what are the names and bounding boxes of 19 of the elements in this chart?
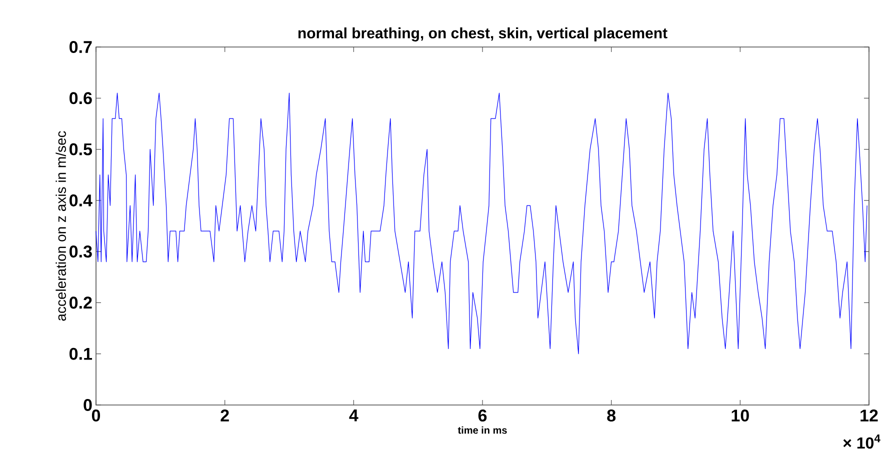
- y-tick-label: 0.5: [70, 143, 92, 156]
- x-tick-label: 8: [607, 410, 616, 422]
- text: × 10$^{4}$: [843, 434, 880, 449]
- chart-title: normal breathing, on chest, skin, vertical placement: [298, 27, 668, 42]
- x-tick-label: 10: [732, 410, 749, 422]
- y-tick-label: 0.6: [70, 92, 92, 104]
- x-tick-label: 2: [220, 410, 229, 422]
- y-tick-label: 0.4: [70, 194, 92, 206]
- x-tick-label: 0: [92, 410, 100, 422]
- x-tick-label: 6: [478, 410, 487, 422]
- y-tick-label: 0.7: [70, 40, 92, 54]
- y-axis-title: acceleration on z axis in m/sec: [56, 131, 66, 321]
- y-tick-label: 0.2: [70, 296, 92, 309]
- x-axis-title: time in ms: [458, 426, 507, 434]
- y-tick-label: 0.1: [70, 348, 92, 360]
- x-tick-label: 4: [349, 410, 358, 422]
- y-tick-label: 0: [84, 398, 92, 412]
- y-tick-label: 0.3: [70, 246, 92, 258]
- x-tick-label: 12: [860, 410, 878, 422]
